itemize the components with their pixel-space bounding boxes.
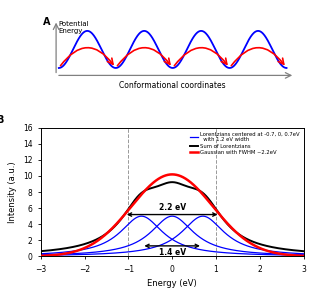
Legend: Lorentzians centered at -0.7, 0, 0.7eV
  with 1.2 eV width, Sum of Lorentzians, : Lorentzians centered at -0.7, 0, 0.7eV w… [189, 130, 301, 156]
Text: Potential
Energy: Potential Energy [58, 21, 89, 34]
Text: Conformational coordinates: Conformational coordinates [119, 81, 226, 90]
Text: A: A [43, 17, 50, 27]
Text: 1.4 eV: 1.4 eV [159, 248, 186, 257]
Text: B: B [0, 115, 4, 125]
Text: 2.2 eV: 2.2 eV [159, 203, 186, 212]
Y-axis label: Intensity (a.u.): Intensity (a.u.) [8, 161, 17, 223]
X-axis label: Energy (eV): Energy (eV) [147, 279, 197, 288]
